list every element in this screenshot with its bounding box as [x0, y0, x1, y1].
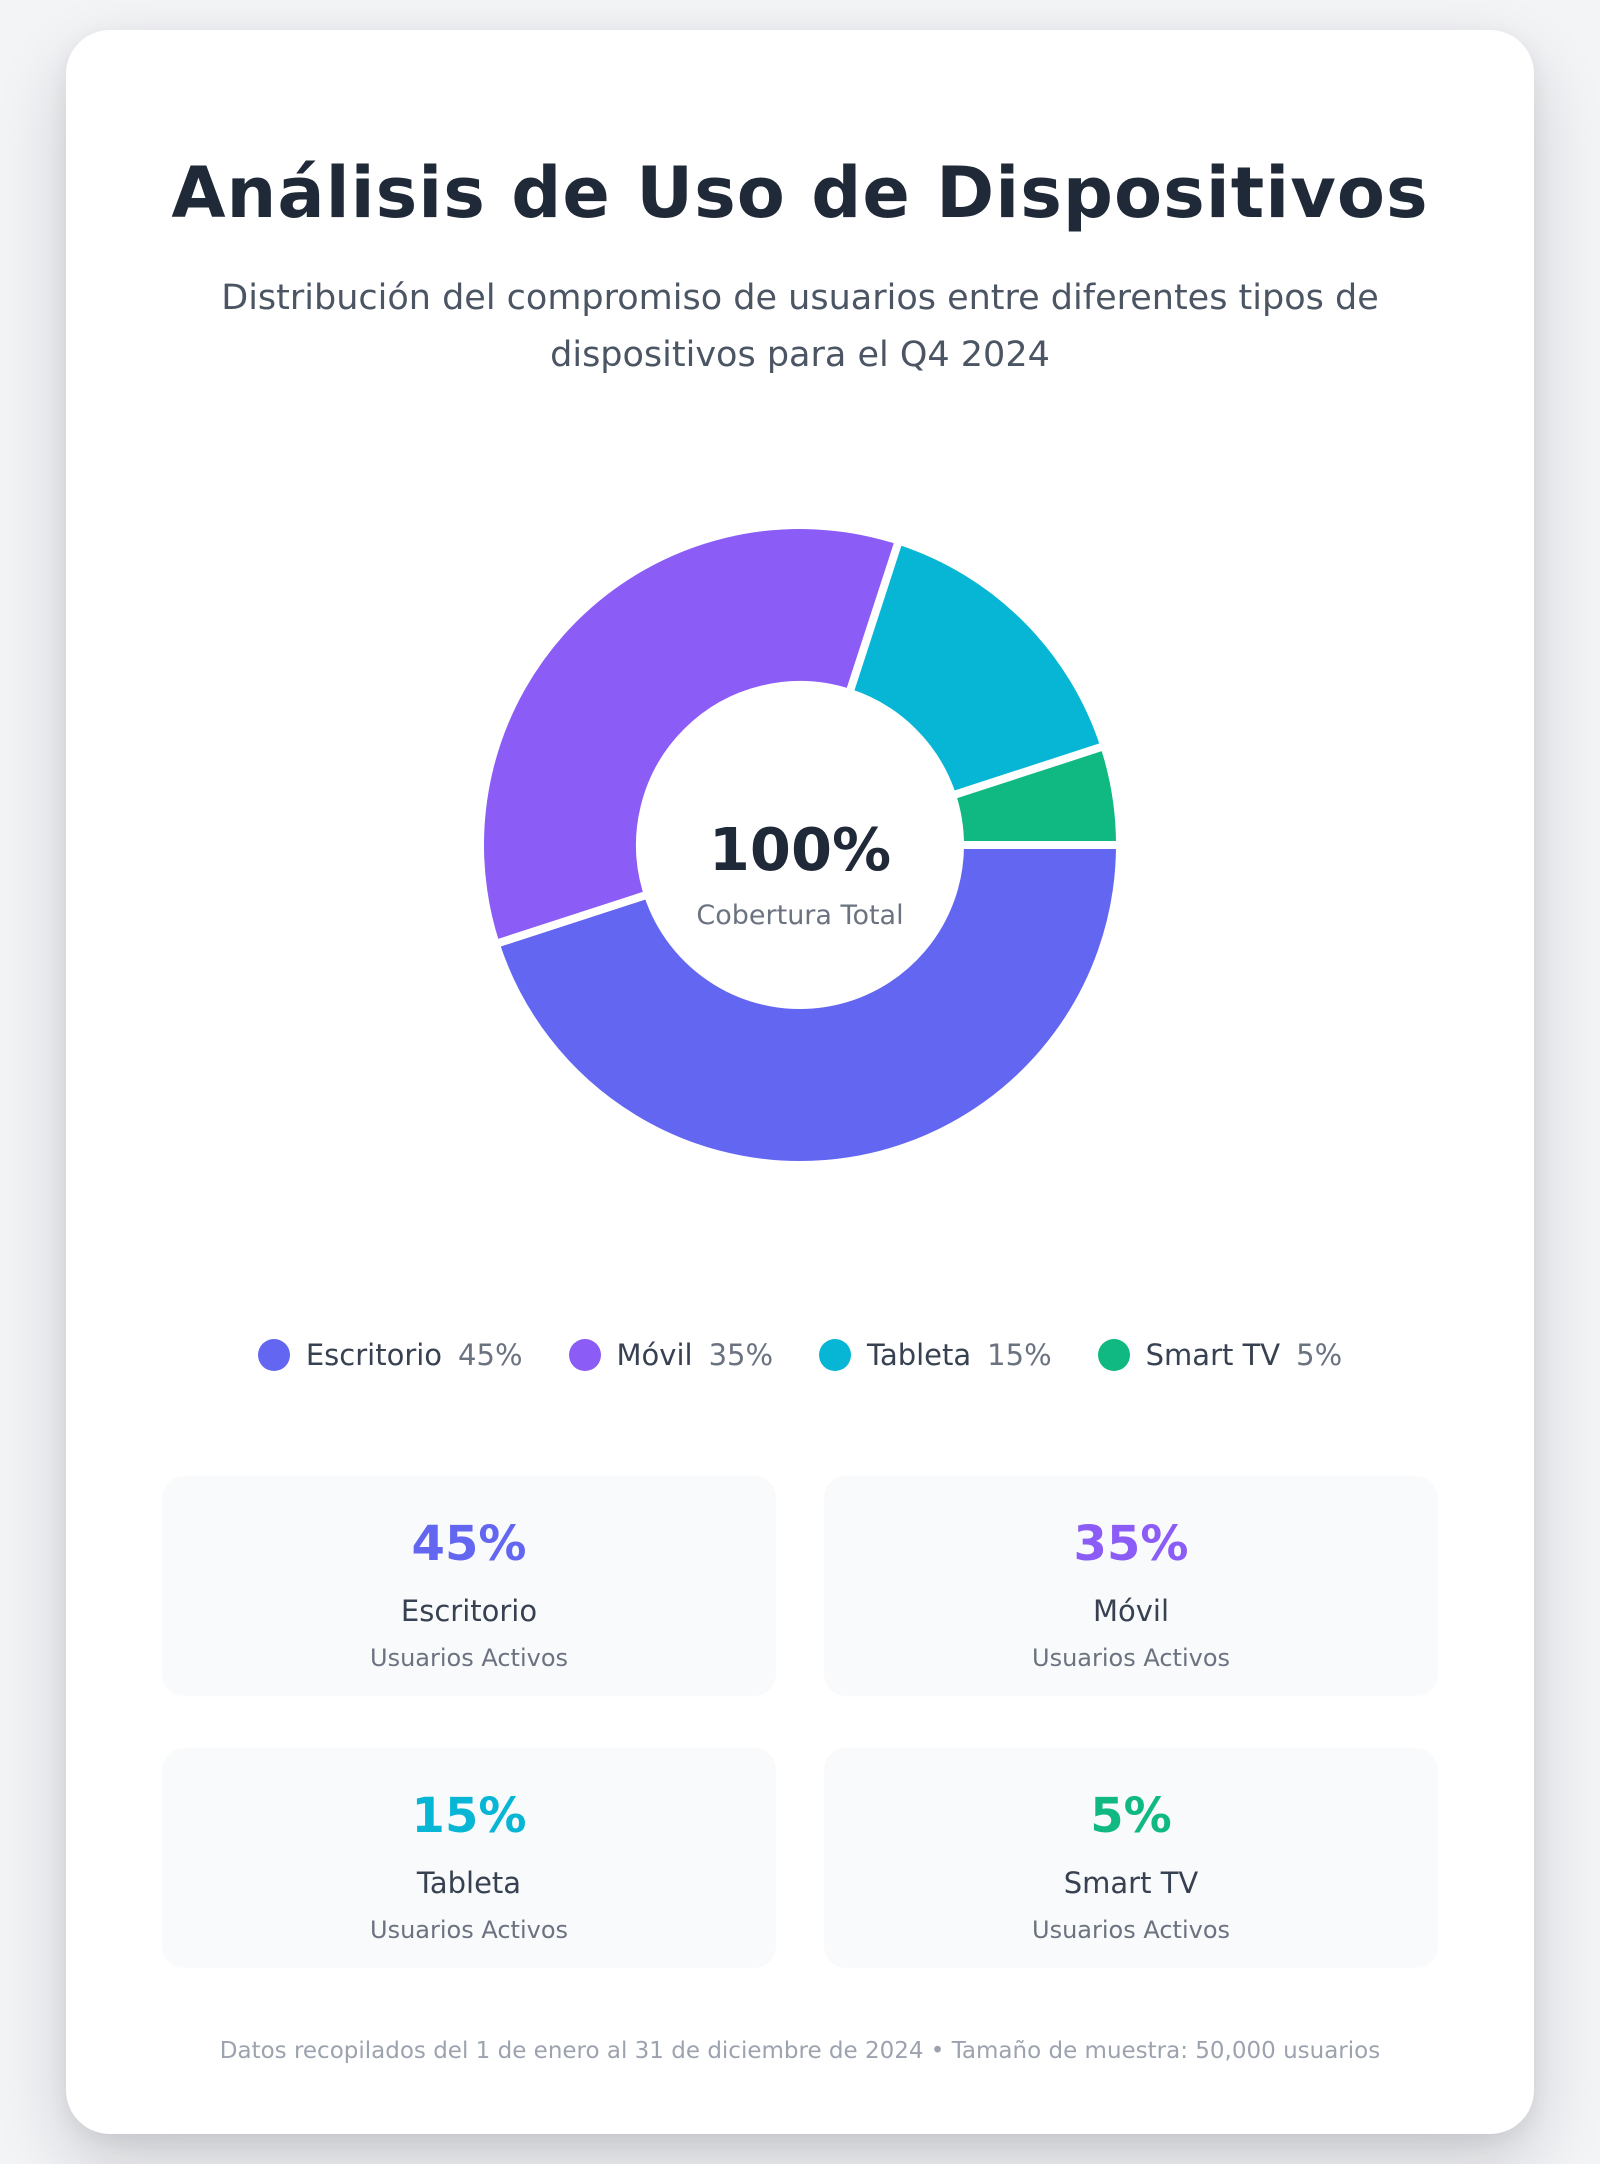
chart-legend: Escritorio 45% Móvil 35% Tableta 15% Sma…: [66, 1338, 1534, 1372]
stat-card-movil: 35% Móvil Usuarios Activos: [824, 1476, 1438, 1696]
donut-center-label: Cobertura Total: [696, 900, 904, 931]
stat-card-tableta: 15% Tableta Usuarios Activos: [162, 1748, 776, 1968]
stat-value: 5%: [1090, 1788, 1172, 1844]
stat-value: 45%: [411, 1516, 527, 1572]
donut-chart: [476, 521, 1124, 1169]
legend-item-movil[interactable]: Móvil 35%: [568, 1338, 774, 1372]
legend-swatch: [568, 1339, 601, 1371]
page-title: Análisis de Uso de Dispositivos: [171, 152, 1429, 234]
donut-center-value: 100%: [708, 815, 892, 884]
legend-swatch: [1097, 1339, 1130, 1371]
stat-subtitle: Usuarios Activos: [1032, 1916, 1230, 1944]
legend-item-smart-tv[interactable]: Smart TV 5%: [1097, 1338, 1343, 1372]
legend-label: Tableta: [867, 1338, 972, 1372]
stat-name: Escritorio: [400, 1594, 538, 1628]
legend-percent: 5%: [1296, 1338, 1343, 1372]
legend-percent: 15%: [987, 1338, 1052, 1372]
footer-note: Datos recopilados del 1 de enero al 31 d…: [219, 2038, 1381, 2064]
legend-label: Smart TV: [1145, 1338, 1281, 1372]
stat-value: 35%: [1073, 1516, 1189, 1572]
stat-subtitle: Usuarios Activos: [370, 1644, 568, 1672]
chart-card: Análisis de Uso de Dispositivos Distribu…: [66, 30, 1534, 2134]
legend-item-escritorio[interactable]: Escritorio 45%: [257, 1338, 523, 1372]
stats-grid: 45% Escritorio Usuarios Activos 35% Móvi…: [162, 1476, 1438, 1968]
legend-item-tableta[interactable]: Tableta 15%: [819, 1338, 1052, 1372]
donut-slice-smart-tv[interactable]: [948, 742, 1124, 849]
legend-label: Escritorio: [305, 1338, 443, 1372]
legend-swatch: [819, 1339, 852, 1371]
stat-subtitle: Usuarios Activos: [1032, 1644, 1230, 1672]
stat-name: Smart TV: [1063, 1866, 1199, 1900]
stat-name: Tableta: [416, 1866, 522, 1900]
legend-percent: 45%: [458, 1338, 523, 1372]
page-subtitle: Distribución del compromiso de usuarios …: [221, 278, 1379, 375]
stat-name: Móvil: [1092, 1594, 1170, 1628]
stat-value: 15%: [411, 1788, 527, 1844]
stat-card-smart-tv: 5% Smart TV Usuarios Activos: [824, 1748, 1438, 1968]
stat-card-escritorio: 45% Escritorio Usuarios Activos: [162, 1476, 776, 1696]
donut-slice-m-vil[interactable]: [476, 521, 903, 948]
donut-slice-escritorio[interactable]: [491, 841, 1124, 1169]
donut-slice-tableta[interactable]: [845, 536, 1109, 800]
legend-swatch: [257, 1339, 290, 1371]
legend-percent: 35%: [708, 1338, 774, 1372]
legend-label: Móvil: [616, 1338, 693, 1372]
stat-subtitle: Usuarios Activos: [370, 1916, 568, 1944]
